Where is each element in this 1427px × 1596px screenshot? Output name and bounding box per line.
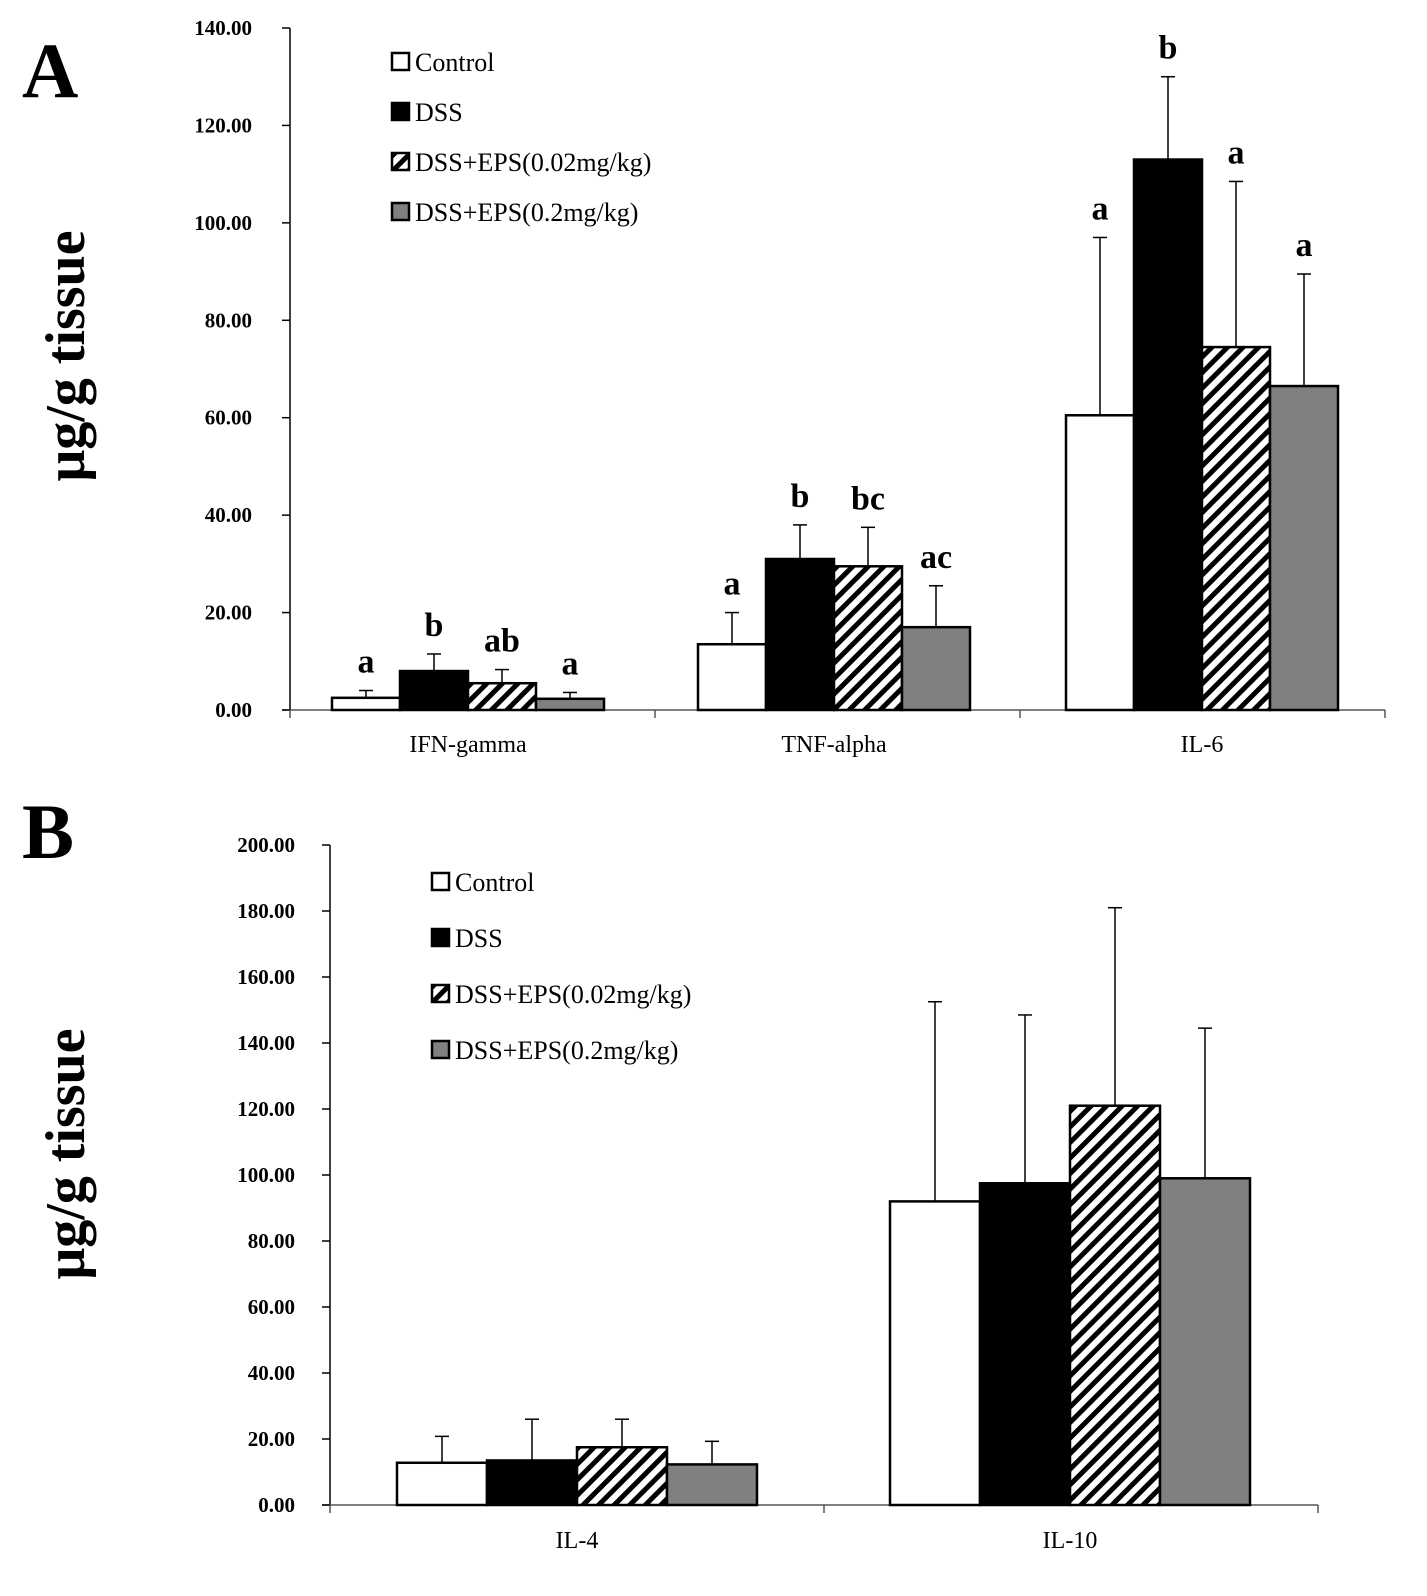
legend-label: DSS bbox=[455, 924, 503, 953]
bar bbox=[978, 1182, 1072, 1507]
legend-swatch bbox=[430, 983, 451, 1004]
y-tick-label: 180.00 bbox=[237, 899, 295, 923]
legend-swatch bbox=[430, 927, 451, 948]
y-tick-label: 60.00 bbox=[205, 406, 252, 430]
y-tick-label: 120.00 bbox=[237, 1097, 295, 1121]
significance-label: b bbox=[1159, 30, 1178, 67]
y-tick-label: 120.00 bbox=[194, 113, 252, 137]
panel-b-bars bbox=[395, 906, 1252, 1507]
panel-a-chart: A μg/g tissue 0.00 20.00 40.00 60.00 80.00 10… bbox=[22, 16, 1386, 758]
bar bbox=[696, 642, 768, 712]
bar bbox=[1268, 384, 1340, 712]
x-category-label: TNF-alpha bbox=[781, 732, 887, 758]
significance-label: a bbox=[562, 645, 579, 682]
x-category-label: IFN-gamma bbox=[409, 732, 527, 758]
y-tick-label: 140.00 bbox=[194, 16, 252, 40]
bar bbox=[832, 565, 904, 712]
legend-swatch bbox=[390, 101, 411, 122]
significance-label: ac bbox=[920, 539, 952, 576]
significance-label: a bbox=[358, 644, 375, 681]
significance-label: b bbox=[791, 478, 810, 515]
panel-b-letter: B bbox=[22, 788, 74, 875]
y-tick-label: 100.00 bbox=[194, 211, 252, 235]
bar bbox=[575, 1446, 669, 1507]
legend-swatch bbox=[430, 871, 451, 892]
legend-label: Control bbox=[415, 48, 494, 77]
bar bbox=[1158, 1177, 1252, 1507]
y-tick-label: 160.00 bbox=[237, 965, 295, 989]
y-tick-label: 20.00 bbox=[248, 1427, 295, 1451]
x-category-label: IL-10 bbox=[1043, 1528, 1098, 1554]
y-tick-label: 0.00 bbox=[258, 1493, 295, 1517]
legend-swatch bbox=[430, 1039, 451, 1060]
panel-b-y-axis-label: μg/g tissue bbox=[35, 1028, 97, 1279]
x-category-label: IL-6 bbox=[1181, 732, 1224, 758]
bar bbox=[1064, 414, 1136, 712]
y-tick-label: 80.00 bbox=[205, 308, 252, 332]
y-tick-label: 200.00 bbox=[237, 833, 295, 857]
y-tick-label: 100.00 bbox=[237, 1163, 295, 1187]
legend-label: DSS+EPS(0.02mg/kg) bbox=[415, 148, 651, 177]
panel-b-legend: Control DSS DSS+EPS(0.02mg/kg) DSS+EPS(0.2m… bbox=[430, 868, 691, 1065]
panel-b-axes: 0.00 20.00 40.00 60.00 80.00 100.00 120.00 140.… bbox=[237, 833, 1319, 1554]
y-tick-label: 140.00 bbox=[237, 1031, 295, 1055]
bar bbox=[395, 1461, 489, 1507]
legend-label: DSS+EPS(0.2mg/kg) bbox=[415, 198, 638, 227]
y-tick-label: 40.00 bbox=[205, 503, 252, 527]
legend-label: DSS+EPS(0.02mg/kg) bbox=[455, 980, 691, 1009]
panel-a-axes: 0.00 20.00 40.00 60.00 80.00 100.00 120.00 140.… bbox=[194, 16, 1386, 758]
y-tick-label: 40.00 bbox=[248, 1361, 295, 1385]
bar bbox=[888, 1200, 982, 1507]
bar bbox=[764, 557, 836, 712]
legend-swatch bbox=[390, 201, 411, 222]
significance-label: a bbox=[1228, 134, 1245, 171]
bar bbox=[665, 1463, 759, 1507]
significance-label: a bbox=[1296, 227, 1313, 264]
significance-label: a bbox=[724, 566, 741, 603]
x-category-label: IL-4 bbox=[556, 1528, 599, 1554]
y-tick-label: 20.00 bbox=[205, 601, 252, 625]
bar bbox=[330, 696, 402, 712]
bar bbox=[466, 681, 538, 712]
legend-swatch bbox=[390, 151, 411, 172]
panel-a-legend: Control DSS DSS+EPS(0.02mg/kg) DSS+EPS(0.2m… bbox=[390, 48, 651, 227]
bar bbox=[534, 697, 606, 712]
significance-label: b bbox=[425, 607, 444, 644]
y-tick-label: 0.00 bbox=[215, 698, 252, 722]
significance-label: a bbox=[1092, 190, 1109, 227]
panel-a-y-axis-label: μg/g tissue bbox=[35, 230, 97, 481]
y-tick-label: 80.00 bbox=[248, 1229, 295, 1253]
bar bbox=[1200, 345, 1272, 712]
bar bbox=[398, 669, 470, 712]
bar bbox=[1068, 1104, 1162, 1507]
y-tick-label: 60.00 bbox=[248, 1295, 295, 1319]
bar bbox=[900, 625, 972, 712]
bar bbox=[485, 1459, 579, 1507]
panel-b-chart: B μg/g tissue 0.00 20.00 40.00 60.00 80.00 10… bbox=[22, 788, 1319, 1554]
legend-label: Control bbox=[455, 868, 534, 897]
significance-label: bc bbox=[851, 480, 885, 517]
legend-swatch bbox=[390, 51, 411, 72]
significance-label: ab bbox=[484, 623, 520, 660]
legend-label: DSS bbox=[415, 98, 463, 127]
bar bbox=[1132, 158, 1204, 712]
legend-label: DSS+EPS(0.2mg/kg) bbox=[455, 1036, 678, 1065]
panel-a-letter: A bbox=[22, 27, 78, 114]
